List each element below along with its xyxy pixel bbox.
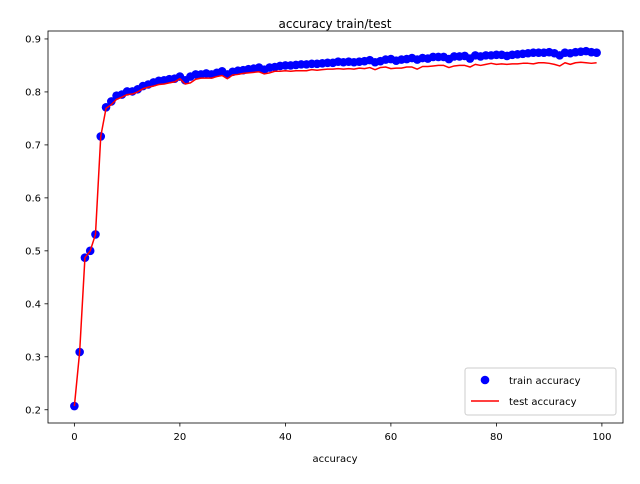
train-accuracy-point (592, 48, 601, 58)
x-axis-label: accuracy (312, 454, 357, 465)
train-accuracy-point (101, 102, 111, 112)
x-tick-label: 40 (279, 432, 292, 443)
x-tick-label: 80 (490, 432, 503, 443)
y-tick-label: 0.5 (25, 246, 41, 257)
x-tick-label: 0 (71, 432, 77, 443)
legend-box (464, 367, 617, 416)
legend-train-label: train accuracy (509, 376, 581, 387)
plot-frame (47, 30, 624, 424)
y-tick-label: 0.7 (25, 140, 41, 151)
y-tick-label: 0.9 (25, 34, 41, 45)
y-tick-label: 0.2 (25, 405, 41, 416)
y-tick-label: 0.8 (25, 87, 41, 98)
legend: train accuracy test accuracy (464, 367, 617, 416)
chart-title: accuracy train/test (279, 17, 392, 31)
test-accuracy-line (73, 61, 597, 407)
train-accuracy-point (107, 97, 116, 106)
legend-test-label: test accuracy (509, 397, 577, 408)
x-tick-label: 60 (385, 432, 398, 443)
y-tick-label: 0.6 (25, 193, 41, 204)
y-tick-label: 0.3 (25, 352, 41, 363)
legend-train-marker (480, 375, 490, 385)
x-tick-label: 100 (592, 432, 611, 443)
y-tick-label: 0.4 (25, 299, 41, 310)
x-tick-label: 20 (174, 432, 187, 443)
plot-area: 0 20 40 60 80 100 0.2 0.3 0.4 0.5 0.6 0.7 0.8 0.9 trai… (25, 30, 624, 443)
data-layer (70, 46, 601, 411)
